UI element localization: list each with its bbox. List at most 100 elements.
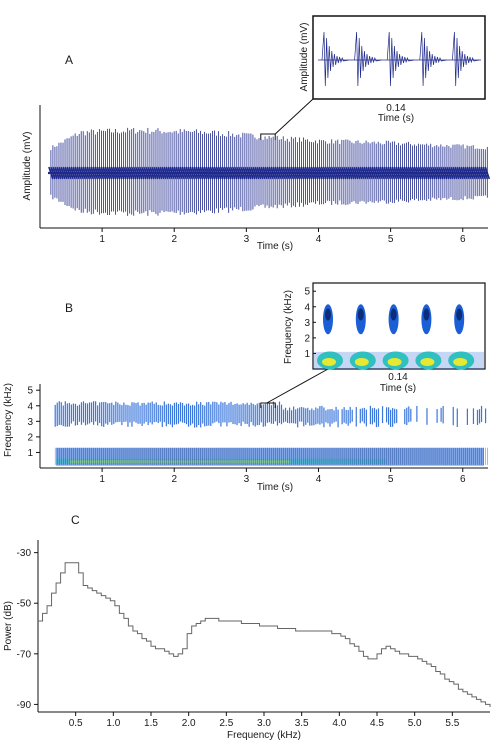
waveform-pulse-core — [320, 166, 327, 180]
x-tick-label: 1 — [99, 234, 105, 245]
waveform-pulse-core — [304, 166, 311, 180]
waveform-pulse-core — [92, 166, 99, 180]
y-tick-label: 4 — [27, 401, 33, 412]
zoom-bracket — [260, 133, 276, 140]
waveform-pulse-core — [242, 166, 248, 180]
panel-label-a: A — [65, 53, 73, 67]
waveform-pulse-core — [254, 166, 260, 180]
waveform-pulse-core — [161, 166, 167, 180]
y-tick-label: -30 — [17, 548, 32, 559]
waveform-pulse-core — [347, 166, 353, 180]
waveform-pulse-core — [464, 166, 470, 180]
waveform-pulse-core — [143, 166, 149, 180]
waveform-pulse-core — [440, 166, 446, 180]
waveform-pulse-core — [359, 166, 365, 180]
waveform-pulse-core — [405, 166, 412, 180]
waveform-pulse-core — [462, 166, 468, 180]
zoom-connector — [266, 368, 329, 404]
waveform-pulse-core — [205, 166, 212, 180]
waveform-pulse-core — [203, 166, 210, 180]
x-tick-label: 3 — [244, 474, 250, 485]
waveform-pulse-core — [84, 166, 91, 180]
waveform-pulse-core — [308, 166, 315, 180]
waveform-pulse-core — [179, 166, 185, 180]
waveform-pulse-core — [238, 166, 244, 180]
x-tick-label: 3.0 — [257, 718, 271, 729]
waveform-pulse-core — [318, 166, 325, 180]
waveform-pulse-core — [290, 166, 297, 180]
waveform-pulse-core — [460, 166, 466, 180]
x-tick-label: 2 — [171, 234, 177, 245]
waveform-pulse-core — [70, 166, 76, 180]
y-axis-label: Amplitude (mV) — [22, 132, 33, 201]
waveform-pulse-core — [211, 166, 218, 180]
waveform-pulse-core — [231, 166, 238, 180]
x-tick-label: 5 — [388, 234, 394, 245]
inset-y-axis-label: Frequency (kHz) — [283, 290, 294, 364]
waveform-pulse-core — [153, 166, 159, 180]
waveform-pulse-core — [209, 166, 216, 180]
waveform-pulse-core — [298, 166, 305, 180]
inset-y-tick-label: 1 — [304, 349, 310, 360]
waveform-pulse-core — [324, 166, 331, 180]
inset-pulse — [419, 31, 447, 87]
waveform-pulse-core — [90, 166, 97, 180]
inset-low-core — [420, 358, 435, 366]
waveform-pulse-core — [221, 166, 228, 180]
waveform-pulse-core — [118, 166, 125, 180]
waveform-pulse-core — [355, 166, 361, 180]
inset-y-tick-label: 2 — [304, 333, 310, 344]
waveform-pulse-core — [427, 166, 434, 180]
waveform-pulse-core — [466, 166, 472, 180]
waveform-pulse-core — [450, 166, 456, 180]
waveform-pulse-core — [300, 166, 307, 180]
waveform-pulse-core — [413, 166, 420, 180]
waveform-pulse-core — [215, 166, 222, 180]
waveform-pulse-core — [349, 166, 355, 180]
waveform-pulse-core — [185, 166, 192, 180]
waveform-pulse-core — [444, 166, 450, 180]
waveform-pulse-core — [74, 166, 80, 180]
waveform-pulse-core — [104, 166, 111, 180]
waveform-pulse-core — [280, 166, 286, 180]
x-ticks: 1 2 3 4 5 6 — [99, 228, 466, 245]
x-tick-label: 0.5 — [69, 718, 83, 729]
waveform-pulse-core — [88, 166, 95, 180]
inset-pulse — [386, 31, 415, 87]
waveform-pulse-core — [94, 166, 101, 180]
x-tick-label: 3.5 — [295, 718, 309, 729]
x-tick-label: 5.5 — [445, 718, 459, 729]
waveform-pulse-core — [373, 166, 379, 180]
inset-pulse — [452, 31, 480, 87]
waveform-pulse-core — [403, 166, 410, 180]
waveform-pulse-core — [207, 166, 214, 180]
waveform-pulse-core — [252, 166, 258, 180]
waveform-pulse-core — [82, 166, 88, 180]
waveform-pulse-core — [225, 166, 232, 180]
waveform-pulse-core — [415, 166, 422, 180]
y-tick-label: -90 — [17, 700, 32, 711]
waveform-pulse-core — [151, 166, 157, 180]
inset-y-axis-label: Amplitude (mV) — [299, 23, 310, 92]
waveform-pulse-core — [62, 166, 68, 180]
x-tick-label: 1.5 — [144, 718, 158, 729]
x-tick-label: 4.5 — [370, 718, 384, 729]
waveform-trace — [48, 127, 491, 216]
waveform-pulse-core — [375, 166, 381, 180]
waveform-pulse-core — [363, 166, 369, 180]
waveform-pulse-core — [328, 166, 335, 180]
waveform-pulse-core — [139, 166, 145, 180]
waveform-pulse-core — [100, 166, 107, 180]
inset-y-tick-label: 3 — [304, 318, 310, 329]
waveform-pulse-core — [369, 166, 375, 180]
waveform-pulse-core — [110, 166, 117, 180]
waveform-pulse-core — [244, 166, 250, 180]
waveform-pulse-core — [351, 166, 357, 180]
waveform-pulse-core — [112, 166, 119, 180]
waveform-pulse-core — [480, 166, 487, 180]
inset-low-core — [354, 358, 369, 366]
panel-a-inset-chart: 0.14 Time (s) Amplitude (mV) — [299, 15, 486, 124]
x-axis-label: Time (s) — [257, 482, 293, 493]
waveform-pulse-core — [234, 166, 240, 180]
waveform-pulse-core — [187, 166, 194, 180]
